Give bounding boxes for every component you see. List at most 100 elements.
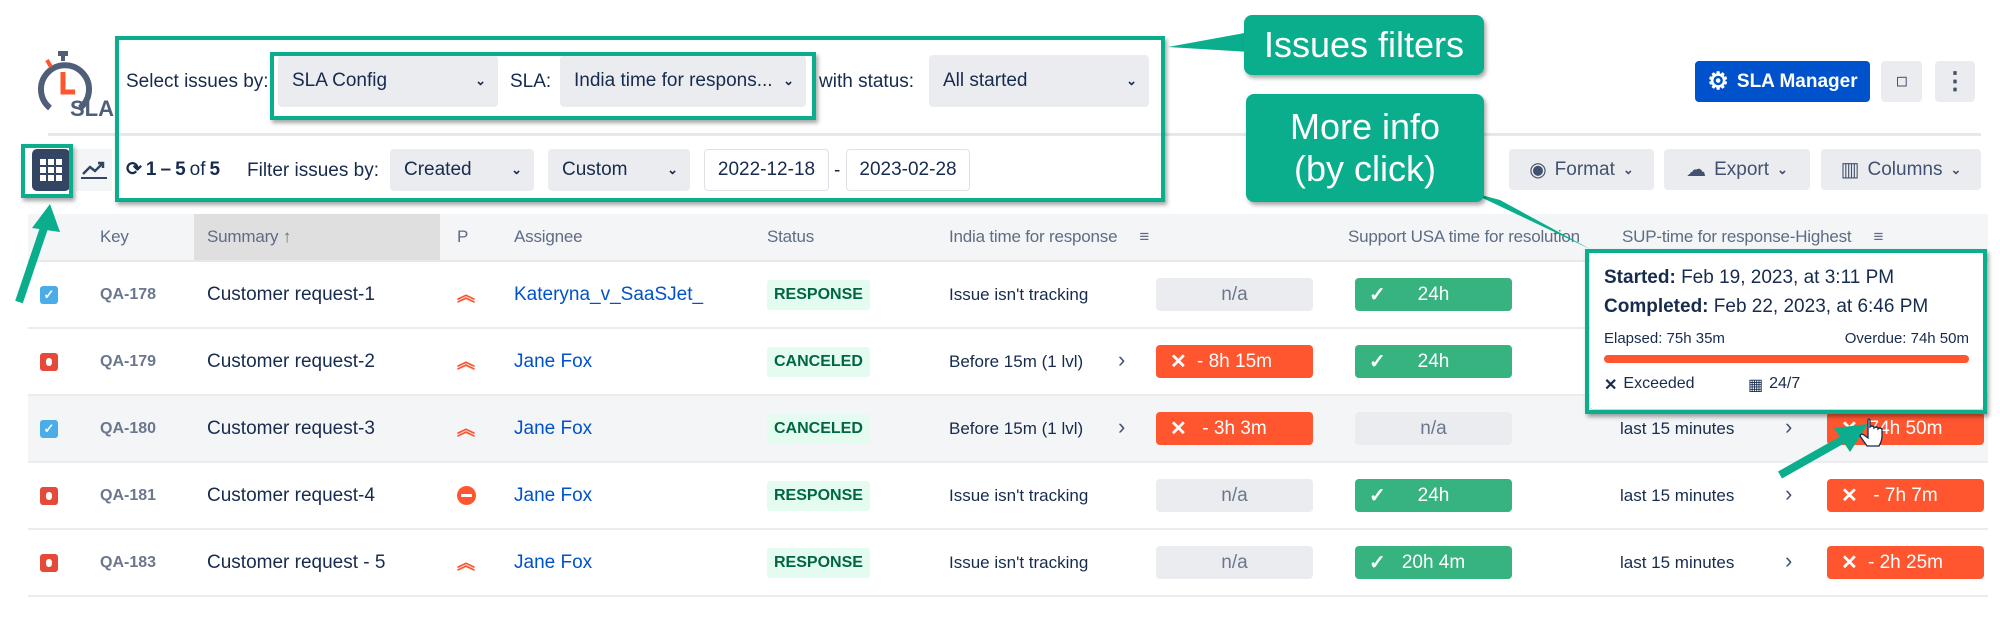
table-row[interactable]: QA-183 Customer request - 5 ︽ Jane Fox R… — [28, 530, 1988, 597]
task-type-icon: ✓ — [40, 419, 58, 438]
col-key[interactable]: Key — [100, 227, 129, 246]
issue-summary[interactable]: Customer request - 5 — [207, 551, 386, 573]
refresh-icon[interactable]: ⟳ — [126, 159, 142, 180]
chevron-right-icon[interactable]: › — [1118, 414, 1126, 439]
sla-pill-value: n/a — [1221, 283, 1248, 305]
table-row[interactable]: QA-181 Customer request-4 Jane Fox RESPO… — [28, 463, 1988, 530]
issue-key[interactable]: QA-180 — [100, 419, 157, 437]
more-info-line-2: (by click) — [1294, 148, 1436, 189]
col-priority[interactable]: P — [457, 227, 469, 246]
progress-bar — [1604, 355, 1969, 363]
date-to-input[interactable]: 2023-02-28 — [846, 149, 970, 191]
sla-pill-value: 20h 4m — [1401, 551, 1466, 573]
pin-button[interactable]: ⬦ — [1881, 61, 1922, 102]
sla-dropdowns-highlight — [270, 52, 816, 120]
sla-pill-na[interactable]: n/a — [1156, 278, 1313, 311]
format-button[interactable]: ◉ Format ⌄ — [1509, 149, 1654, 190]
priority: ︽ — [457, 262, 475, 327]
sla-pill-breach[interactable]: ✕ - 3h 3m — [1156, 412, 1313, 445]
issue-key[interactable]: QA-181 — [100, 486, 157, 504]
chart-view-button[interactable] — [76, 149, 112, 191]
select-by-label: Select issues by: — [126, 71, 269, 92]
sla-manager-button[interactable]: ⚙ SLA Manager — [1695, 61, 1870, 102]
sla-dropdown[interactable]: India time for respons... ⌄ — [560, 55, 806, 107]
issues-filters-highlight — [115, 36, 1165, 202]
issue-summary[interactable]: Customer request-1 — [207, 283, 375, 305]
date-separator: - — [834, 160, 841, 181]
priority-blocker-icon — [457, 486, 476, 505]
sla-pill-ok[interactable]: ✓ 24h — [1355, 278, 1512, 311]
issue-summary[interactable]: Customer request-4 — [207, 484, 375, 506]
sla-pill-ok[interactable]: ✓ 24h — [1355, 479, 1512, 512]
col-sup[interactable]: SUP-time for response-Highest ≡ — [1622, 227, 1883, 247]
chevron-down-icon: ⌄ — [667, 162, 678, 177]
col-india[interactable]: India time for response ≡ — [949, 227, 1149, 247]
chevron-down-icon: ⌄ — [783, 73, 794, 88]
sla-pill-value: 24h — [1417, 283, 1450, 305]
status-badge: CANCELED — [767, 413, 870, 444]
issue-key[interactable]: QA-179 — [100, 352, 157, 370]
more-button[interactable]: ⋮ — [1935, 61, 1975, 102]
export-button[interactable]: ☁ Export ⌄ — [1664, 149, 1810, 190]
view-toggle-highlight — [21, 144, 73, 198]
issue-summary[interactable]: Customer request-2 — [207, 350, 375, 372]
assignee-link[interactable]: Jane Fox — [514, 551, 593, 573]
range-dropdown[interactable]: Custom ⌄ — [548, 149, 690, 191]
sla-pill-breach[interactable]: ✕ - 7h 7m — [1827, 479, 1984, 512]
calendar-line: ▦ 24/7 — [1748, 375, 1800, 395]
issue-key[interactable]: QA-178 — [100, 285, 157, 303]
format-label: Format — [1554, 158, 1615, 180]
sla-pill-value: - 3h 3m — [1202, 417, 1267, 439]
date-to-value: 2023-02-28 — [859, 159, 957, 180]
col-summary[interactable]: Summary ↑ — [207, 227, 291, 247]
issue-count: ⟳ 1–5 of 5 — [126, 158, 220, 181]
col-status[interactable]: Status — [767, 227, 814, 246]
col-india-label: India time for response — [949, 227, 1118, 246]
sla-pill-na[interactable]: n/a — [1156, 546, 1313, 579]
chevron-down-icon: ⌄ — [1126, 73, 1137, 88]
sla-pill-value: n/a — [1221, 484, 1248, 506]
check-icon: ✓ — [1369, 351, 1386, 373]
close-icon: ✕ — [1841, 485, 1858, 507]
sla-pill-na[interactable]: n/a — [1156, 479, 1313, 512]
table-row[interactable]: QA-179 Customer request-2 ︽ Jane Fox CAN… — [28, 329, 1988, 396]
assignee-link[interactable]: Jane Fox — [514, 350, 593, 372]
filter-icon[interactable]: ≡ — [1139, 227, 1150, 246]
chevron-right-icon[interactable]: › — [1118, 347, 1126, 372]
assignee-link[interactable]: Jane Fox — [514, 484, 593, 506]
chevron-right-icon[interactable]: › — [1785, 414, 1793, 439]
close-icon: ✕ — [1170, 351, 1187, 373]
sla-pill-ok[interactable]: ✓ 20h 4m — [1355, 546, 1512, 579]
chevron-right-icon[interactable]: › — [1785, 548, 1793, 573]
sla-condition: last 15 minutes — [1620, 418, 1735, 438]
filter-icon[interactable]: ≡ — [1873, 227, 1884, 246]
state-line: ✕ Exceeded — [1604, 375, 1695, 395]
issue-summary[interactable]: Customer request-3 — [207, 417, 375, 439]
table-view-button[interactable] — [32, 149, 70, 191]
elapsed-value: Elapsed: 75h 35m — [1604, 330, 1725, 347]
sla-pill-breach[interactable]: ✕ - 8h 15m — [1156, 345, 1313, 378]
arrowhead-icon — [32, 204, 60, 232]
chevron-right-icon[interactable]: › — [1785, 481, 1793, 506]
status-badge: RESPONSE — [767, 279, 870, 310]
col-assignee[interactable]: Assignee — [514, 227, 583, 246]
table-row[interactable]: ✓ QA-178 Customer request-1 ︽ Kateryna_v… — [28, 262, 1988, 329]
sla-pill-breach[interactable]: ✕ - 2h 25m — [1827, 546, 1984, 579]
select-by-dropdown[interactable]: SLA Config ⌄ — [278, 55, 498, 107]
issue-key[interactable]: QA-183 — [100, 553, 157, 571]
sla-pill-ok[interactable]: ✓ 24h — [1355, 345, 1512, 378]
assignee-link[interactable]: Jane Fox — [514, 417, 593, 439]
sla-pill-value: 24h — [1417, 350, 1450, 372]
columns-button[interactable]: ▥ Columns ⌄ — [1821, 149, 1981, 190]
state-value: Exceeded — [1623, 375, 1695, 392]
cursor-hand-icon — [1859, 418, 1883, 447]
assignee-link[interactable]: Kateryna_v_SaaSJet_ — [514, 283, 704, 305]
status-dropdown[interactable]: All started ⌄ — [929, 55, 1149, 107]
filter-field-dropdown[interactable]: Created ⌄ — [390, 149, 534, 191]
sla-pill-value: n/a — [1221, 551, 1248, 573]
col-usa[interactable]: Support USA time for resolution — [1348, 227, 1580, 246]
sla-pill-value: 74h 50m — [1868, 417, 1943, 439]
completed-line: Completed: Feb 22, 2023, at 6:46 PM — [1604, 296, 1928, 318]
date-from-input[interactable]: 2022-12-18 — [704, 149, 829, 191]
sla-pill-na[interactable]: n/a — [1355, 412, 1512, 445]
